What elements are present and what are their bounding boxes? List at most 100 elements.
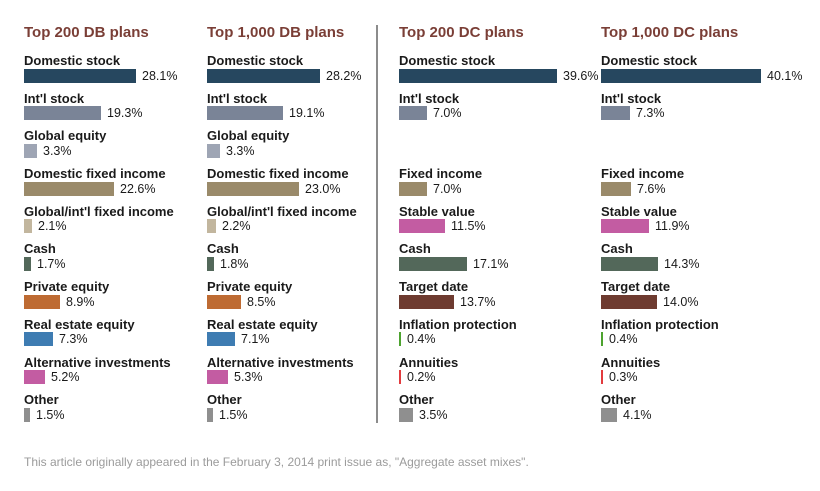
bar-row: Private equity 8.5% <box>207 279 387 317</box>
chart-column-top-1000-db: Top 1,000 DB plans Domestic stock 28.2% In… <box>207 24 387 430</box>
bar <box>207 332 235 347</box>
bar <box>399 332 401 347</box>
bar-label: Cash <box>399 241 431 257</box>
bar-line: 3.3% <box>207 143 387 158</box>
bar-value: 39.6% <box>563 68 599 83</box>
bar <box>24 256 31 271</box>
bar-value: 5.3% <box>234 370 263 384</box>
bar-line: 14.3% <box>601 256 781 271</box>
bar-line: 22.6% <box>24 181 204 196</box>
bar-row: Cash 17.1% <box>399 241 579 279</box>
bar-line: 7.0% <box>399 106 579 121</box>
bar-label: Cash <box>601 241 633 257</box>
bar-value: 3.5% <box>419 407 448 422</box>
bar-row: Real estate equity 7.1% <box>207 317 387 355</box>
bar-value: 7.1% <box>241 332 270 347</box>
bar-row: Global/int'l fixed income 2.1% <box>24 204 204 242</box>
bar-value: 2.2% <box>222 219 251 234</box>
bar-row: Domestic stock 28.1% <box>24 53 204 91</box>
bar <box>24 181 114 196</box>
bar-value: 0.4% <box>407 332 436 347</box>
bar-row-spacer <box>601 128 781 166</box>
bar-row: Global equity 3.3% <box>207 128 387 166</box>
bar-value: 1.5% <box>36 407 65 422</box>
bar-value: 4.1% <box>623 407 652 422</box>
bar-value: 7.0% <box>433 181 462 196</box>
bar-row: Annuities 0.3% <box>601 355 781 393</box>
bar <box>24 332 53 347</box>
bar-line: 2.1% <box>24 219 204 234</box>
bar-row: Real estate equity 7.3% <box>24 317 204 355</box>
bar <box>24 106 101 121</box>
bar-row: Target date 13.7% <box>399 279 579 317</box>
bar-row: Alternative investments 5.3% <box>207 355 387 393</box>
bar-rows: Domestic stock 39.6% Int'l stock 7.0% Fixed … <box>399 53 598 430</box>
bar-label: Other <box>601 392 636 408</box>
bar-value: 0.3% <box>609 370 638 384</box>
bar-line: 19.3% <box>24 106 204 121</box>
bar-rows: Domestic stock 40.1% Int'l stock 7.3% Fixed … <box>601 53 802 430</box>
bar-row: Other 1.5% <box>207 392 387 430</box>
bar-label: Int'l stock <box>207 90 268 106</box>
bar-label: Alternative investments <box>24 354 171 370</box>
bar-label: Real estate equity <box>207 316 318 332</box>
bar-label: Domestic stock <box>399 53 496 68</box>
bar-line: 4.1% <box>601 407 781 422</box>
chart-column-top-200-dc: Top 200 DC plans Domestic stock 39.6% Int'… <box>399 24 598 430</box>
bar-row: Fixed income 7.0% <box>399 166 579 204</box>
bar <box>601 294 657 309</box>
bar <box>207 256 214 271</box>
chart-column-top-1000-dc: Top 1,000 DC plans Domestic stock 40.1% In… <box>601 24 802 430</box>
bar-row: Private equity 8.9% <box>24 279 204 317</box>
bar-value: 28.1% <box>142 68 178 83</box>
bar <box>24 407 30 422</box>
bar-row: Domestic stock 40.1% <box>601 53 802 91</box>
bar <box>399 294 454 309</box>
bar <box>601 68 761 83</box>
bar-row: Global equity 3.3% <box>24 128 204 166</box>
bar-line: 23.0% <box>207 181 387 196</box>
bar <box>601 407 617 422</box>
bar-label: Stable value <box>601 203 677 219</box>
bar-row: Inflation protection 0.4% <box>399 317 579 355</box>
bar-row: Cash 1.8% <box>207 241 387 279</box>
bar-value: 1.7% <box>37 256 66 271</box>
bar-label: Other <box>399 392 434 408</box>
bar-label: Target date <box>399 279 469 295</box>
bar-value: 40.1% <box>767 68 803 83</box>
chart-column-title: Top 1,000 DC plans <box>601 24 739 41</box>
bar <box>399 68 557 83</box>
bar-line: 0.4% <box>399 332 579 347</box>
db-dc-divider <box>376 25 378 423</box>
bar <box>399 181 427 196</box>
bar-line: 8.5% <box>207 294 387 309</box>
bar <box>207 219 216 234</box>
bar-value: 28.2% <box>326 68 362 83</box>
bar-label: Global equity <box>24 128 107 144</box>
bar-label: Int'l stock <box>24 90 85 106</box>
bar <box>399 370 401 384</box>
bar-value: 5.2% <box>51 370 80 384</box>
bar-line: 1.5% <box>24 407 204 422</box>
bar-line: 0.4% <box>601 332 781 347</box>
bar <box>399 407 413 422</box>
bar-line: 0.2% <box>399 370 579 385</box>
bar-row: Int'l stock 19.1% <box>207 91 387 129</box>
bar-value: 0.2% <box>407 370 436 384</box>
bar-rows: Domestic stock 28.2% Int'l stock 19.1% Globa… <box>207 53 387 430</box>
bar-line: 40.1% <box>601 68 802 83</box>
bar-line: 28.1% <box>24 68 204 83</box>
bar-value: 8.5% <box>247 294 276 309</box>
bar-line: 2.2% <box>207 219 387 234</box>
bar-label: Int'l stock <box>399 90 460 106</box>
bar-label: Domestic stock <box>207 53 304 68</box>
bar-row: Fixed income 7.6% <box>601 166 781 204</box>
bar <box>207 143 220 158</box>
bar-value: 23.0% <box>305 181 341 196</box>
bar-line: 11.9% <box>601 219 781 234</box>
bar-value: 13.7% <box>460 294 496 309</box>
bar-value: 22.6% <box>120 181 156 196</box>
bar-value: 17.1% <box>473 256 509 271</box>
chart-column-title: Top 200 DC plans <box>399 24 524 41</box>
